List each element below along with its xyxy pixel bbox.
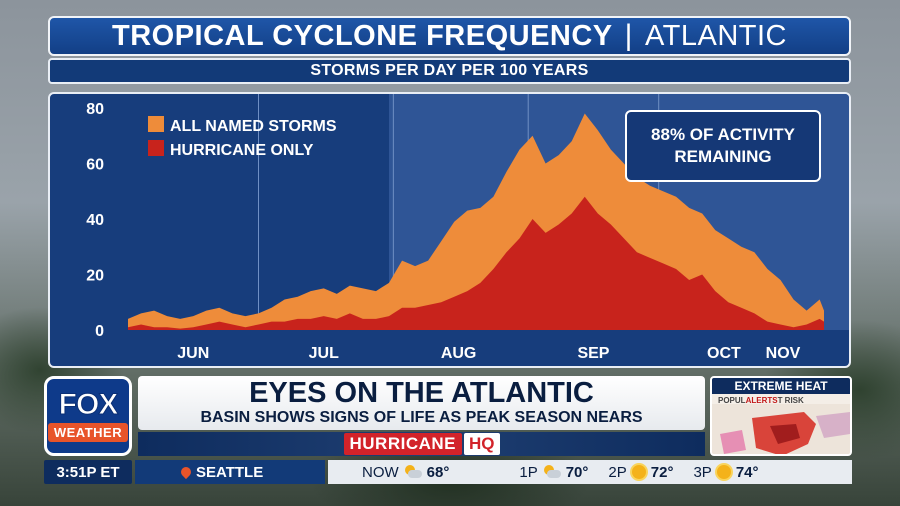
forecast-now: NOW 68° [362,464,449,481]
promo-map-heat-core [770,424,800,444]
legend: ALL NAMED STORMS HURRICANE ONLY [148,116,337,159]
promo-map-east-region [816,412,850,438]
promo-sub-alert: ALERTS [745,396,778,405]
chart-title: TROPICAL CYCLONE FREQUENCY [111,19,613,52]
promo-subtitle: POPULALERTST RISK [718,396,804,405]
logo-fox-text: FOX [58,388,119,421]
x-tick-label: JUN [177,345,209,362]
forecast-time: 1P [519,463,538,481]
title-separator: | [624,19,633,52]
series-area-hurricane-only [128,196,824,330]
x-tick-label: JUL [309,345,339,362]
x-tick-label: OCT [707,345,741,362]
program-name: HURRICANE [343,433,462,455]
promo-map [712,404,850,454]
chart-panel: 0 20 40 60 80 JUN JUL AUG SEP OCT NOV ALL NAMED S… [48,92,851,368]
forecast-item: 1P 70° [519,464,588,481]
subheadline: BASIN SHOWS SIGNS OF LIFE AS PEAK SEASON… [200,409,643,426]
logo-weather-text: WEATHER [47,423,129,442]
sun-icon [631,465,646,479]
chart-subtitle: STORMS PER DAY PER 100 YEARS [310,62,589,79]
sun-icon [716,465,731,479]
title-region: ATLANTIC [644,19,787,52]
forecast-temp: 72° [650,463,674,481]
x-axis: JUN JUL AUG SEP OCT NOV [177,345,800,362]
program-tag: HQ [464,433,500,455]
forecast-time: 2P [608,463,627,481]
y-tick-label: 0 [95,323,104,340]
ticker-city: SEATTLE [135,460,325,484]
y-axis: 0 20 40 60 80 [86,101,104,340]
forecast-item: 3P 74° [693,464,758,481]
x-tick-label: AUG [441,345,477,362]
x-tick-label: NOV [766,345,801,362]
headline-box: EYES ON THE ATLANTIC BASIN SHOWS SIGNS O… [138,376,705,430]
x-tick-label: SEP [577,345,609,362]
legend-swatch-all-named [148,116,164,132]
y-tick-label: 40 [86,212,104,229]
sun-cloud-icon [404,465,422,479]
ticker-city-name: SEATTLE [196,463,264,481]
weather-ticker: 3:51P ET SEATTLE NOW 68° 1P 70° 2P 72° 3… [44,460,852,484]
promo-map-pink-region [720,430,746,454]
forecast-temp: 74° [735,463,759,481]
forecast-item: 2P 72° [608,464,673,481]
promo-sub-prefix: POPUL [718,396,746,405]
subtitle-bar: STORMS PER DAY PER 100 YEARS [48,58,851,84]
legend-label-hurricane: HURRICANE ONLY [170,142,314,159]
extreme-heat-promo[interactable]: EXTREME HEAT POPULALERTST RISK [710,376,852,456]
headline: EYES ON THE ATLANTIC [249,377,594,409]
y-tick-label: 20 [86,268,104,285]
legend-label-all-named: ALL NAMED STORMS [170,118,337,135]
callout-line-2: REMAINING [674,147,772,166]
fox-weather-logo: FOX WEATHER [44,376,132,456]
location-pin-icon [178,464,194,480]
forecast-temp: 70° [565,463,589,481]
forecast-now-label: NOW [362,463,399,481]
promo-sub-suffix: T RISK [777,396,804,405]
ticker-forecast: NOW 68° 1P 70° 2P 72° 3P 74° [328,460,852,484]
activity-callout: 88% OF ACTIVITY REMAINING [625,110,821,182]
forecast-now-temp: 68° [426,463,450,481]
forecast-time: 3P [693,463,712,481]
callout-line-1: 88% OF ACTIVITY [651,125,795,144]
sun-cloud-icon [543,465,561,479]
title-bar: TROPICAL CYCLONE FREQUENCY | ATLANTIC [48,16,851,56]
y-tick-label: 80 [86,101,104,118]
program-strip: HURRICANE HQ [138,432,705,456]
ticker-time: 3:51P ET [44,460,132,484]
y-tick-label: 60 [86,157,104,174]
promo-title: EXTREME HEAT [712,378,850,394]
legend-swatch-hurricane [148,140,164,156]
